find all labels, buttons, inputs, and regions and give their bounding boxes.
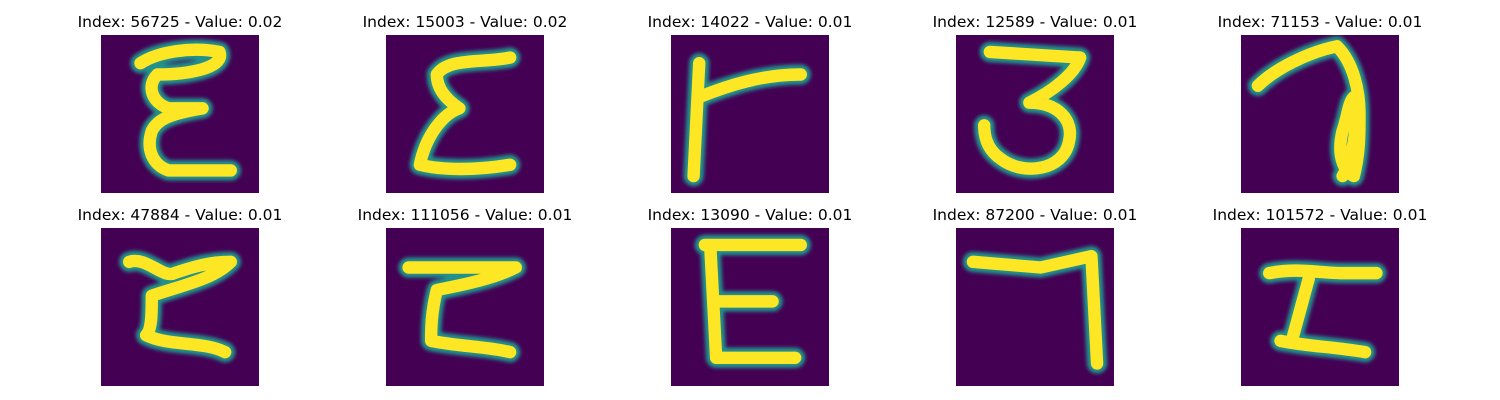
digit-image	[956, 228, 1114, 386]
image-cell: Index: 111056 - Value: 0.01	[320, 206, 610, 386]
digit-stroke	[413, 51, 517, 176]
cell-title: Index: 15003 - Value: 0.02	[362, 13, 568, 31]
image-cell: Index: 47884 - Value: 0.01	[35, 206, 325, 386]
digit-stroke	[978, 45, 1087, 175]
cell-title: Index: 87200 - Value: 0.01	[932, 206, 1138, 224]
image-cell: Index: 12589 - Value: 0.01	[890, 13, 1180, 193]
cell-title: Index: 111056 - Value: 0.01	[357, 206, 573, 224]
digit-stroke	[402, 261, 522, 359]
digit-image	[671, 228, 829, 386]
image-cell: Index: 56725 - Value: 0.02	[35, 13, 325, 193]
digit-image	[386, 35, 544, 193]
image-cell: Index: 87200 - Value: 0.01	[890, 206, 1180, 386]
cell-title: Index: 12589 - Value: 0.01	[932, 13, 1138, 31]
digit-image	[1241, 228, 1399, 386]
digit-stroke	[134, 43, 237, 177]
image-cell: Index: 71153 - Value: 0.01	[1175, 13, 1465, 193]
digit-stroke	[1251, 40, 1366, 183]
image-cell: Index: 13090 - Value: 0.01	[605, 206, 895, 386]
cell-title: Index: 101572 - Value: 0.01	[1212, 206, 1428, 224]
digit-image	[671, 35, 829, 193]
cell-title: Index: 13090 - Value: 0.01	[647, 206, 853, 224]
image-cell: Index: 15003 - Value: 0.02	[320, 13, 610, 193]
digit-image	[1241, 35, 1399, 193]
digit-stroke	[687, 57, 807, 183]
digit-stroke	[966, 250, 1104, 370]
cell-title: Index: 14022 - Value: 0.01	[647, 13, 853, 31]
digit-image	[101, 35, 259, 193]
digit-stroke	[123, 254, 237, 359]
digit-stroke	[698, 238, 807, 364]
cell-title: Index: 56725 - Value: 0.02	[77, 13, 283, 31]
digit-image	[386, 228, 544, 386]
digit-stroke	[1263, 264, 1383, 359]
image-cell: Index: 101572 - Value: 0.01	[1175, 206, 1465, 386]
digit-image	[956, 35, 1114, 193]
digit-image	[101, 228, 259, 386]
cell-title: Index: 71153 - Value: 0.01	[1217, 13, 1423, 31]
cell-title: Index: 47884 - Value: 0.01	[77, 206, 283, 224]
image-cell: Index: 14022 - Value: 0.01	[605, 13, 895, 193]
